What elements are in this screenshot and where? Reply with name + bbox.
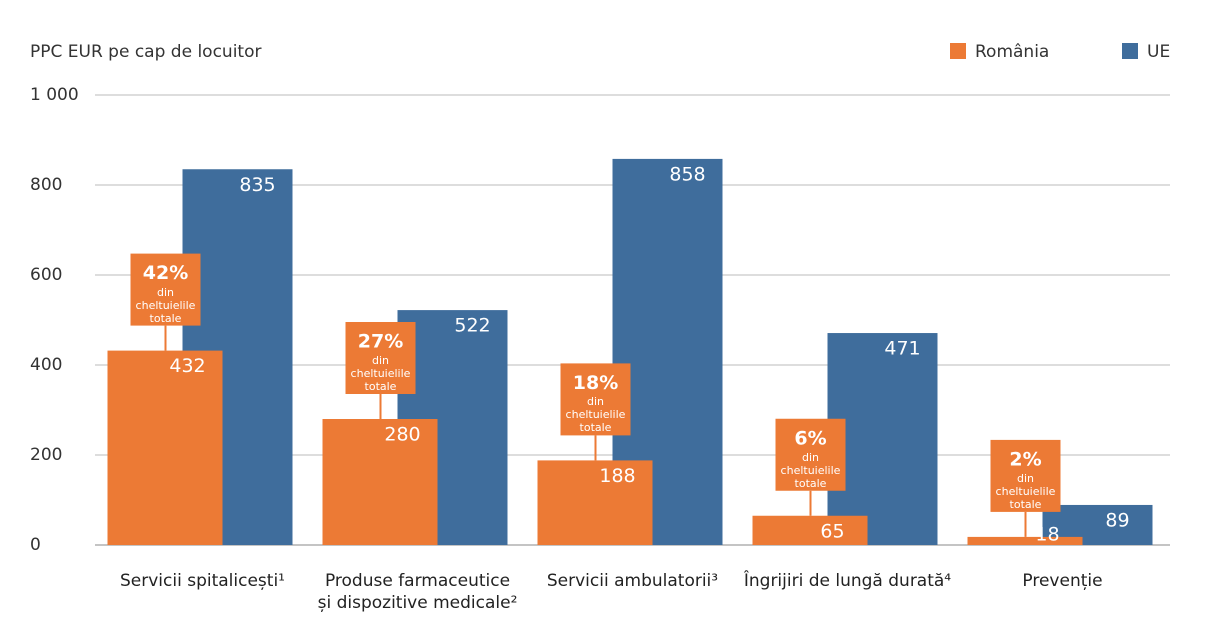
x-tick-label: Servicii spitalicești¹ [120,571,285,591]
annotation-box [775,418,846,491]
bar [107,350,223,545]
annotation-value: 42% [143,262,188,284]
annotation-text: din cheltuielile totale [350,354,411,393]
annotation-text: din cheltuielile totale [135,285,196,325]
y-tick-label: 800 [30,175,62,195]
legend-label: UE [1147,42,1170,62]
value-label: 89 [1105,509,1129,531]
value-label: 18 [1035,524,1059,546]
y-tick-label: 200 [30,445,62,465]
y-tick-label: 400 [30,355,62,375]
value-label: 858 [669,163,705,185]
x-tick-label: Îngrijiri de lungă durată⁴ [743,571,952,591]
bar [322,419,438,545]
value-label: 280 [384,424,420,446]
annotation-text: din cheltuielile totale [350,354,411,393]
y-tick-label: 0 [30,535,41,555]
legend-swatch [1122,43,1138,59]
value-label: 471 [884,338,920,360]
legend-swatch [950,43,966,59]
value-label: 432 [169,355,205,377]
x-tick-label: Produse farmaceutice și dispozitive medi… [317,571,518,613]
annotation-value: 27% [358,331,403,353]
annotation-text: din cheltuielile totale [995,471,1056,511]
annotation-value: 2% [1009,448,1041,470]
annotation-box [130,253,201,326]
bar [967,536,1083,545]
y-axis-title: PPC EUR pe cap de locuitor [30,42,261,62]
y-tick-label: 1 000 [30,85,79,105]
annotation-text: din cheltuielile totale [995,471,1056,511]
value-label: 522 [454,315,490,337]
annotation-box [990,439,1061,512]
annotation-value: 18% [573,372,618,394]
annotation-text: din cheltuielile totale [780,450,841,490]
annotation-text: din cheltuielile totale [780,450,841,490]
value-label: 835 [239,174,275,196]
value-label: 188 [599,465,635,487]
annotation-value: 6% [794,427,826,449]
annotation-text: din cheltuielile totale [565,395,626,435]
annotation-box [345,322,416,394]
y-tick-label: 600 [30,265,62,285]
x-tick-label: Servicii ambulatorii³ [546,571,719,591]
bar [537,460,653,545]
bar [827,333,938,545]
value-label: 65 [820,520,844,542]
annotation-box [560,363,631,436]
x-tick-label: Prevenție [1022,571,1103,591]
bar [752,515,868,545]
annotation-text: din cheltuielile totale [135,285,196,325]
legend-label: România [975,42,1049,62]
annotation-text: din cheltuielile totale [565,395,626,435]
